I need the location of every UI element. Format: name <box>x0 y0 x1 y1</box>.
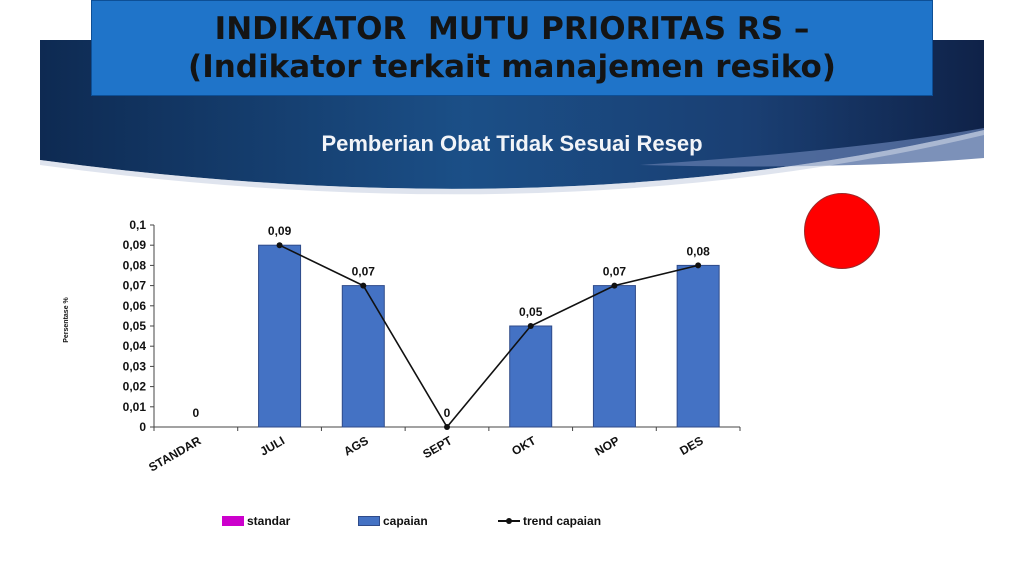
legend-swatch-trend <box>498 516 520 526</box>
y-tick-label: 0,05 <box>123 319 147 333</box>
x-category-standar: STANDAR <box>146 433 203 474</box>
chart-title: Pemberian Obat Tidak Sesuai Resep <box>321 131 703 156</box>
data-label-des: 0,08 <box>686 244 710 258</box>
trend-point <box>276 242 283 249</box>
bar-capaian-juli <box>258 244 302 428</box>
legend-label-standar: standar <box>247 514 291 528</box>
legend-item-trend: trend capaian <box>498 514 601 528</box>
chart-axes <box>153 225 741 431</box>
y-tick-label: 0,1 <box>129 218 146 232</box>
y-tick-label: 0,07 <box>123 279 147 293</box>
bar-capaian-ags <box>341 285 385 428</box>
x-category-juli: JULI <box>258 433 288 458</box>
chart-legend: standar capaian trend capaian <box>0 514 1024 534</box>
x-category-des: DES <box>677 433 705 457</box>
trend-point <box>695 262 702 269</box>
trend-capaian-line <box>279 244 699 429</box>
slide-title-line-1: INDIKATOR MUTU PRIORITAS RS – <box>214 11 810 47</box>
trend-point <box>444 424 450 430</box>
legend-label-capaian: capaian <box>383 514 428 528</box>
legend-item-capaian: capaian <box>358 514 428 528</box>
y-axis-label: Persentase % <box>63 296 70 342</box>
x-axis-categories: STANDAR JULI AGS SEPT OKT NOP DES <box>146 433 705 474</box>
chart-bars <box>258 244 720 428</box>
slide-title-box: INDIKATOR MUTU PRIORITAS RS – (Indikator… <box>91 0 933 96</box>
y-tick-label: 0,02 <box>123 380 147 394</box>
y-tick-label: 0,01 <box>123 400 147 414</box>
legend-swatch-capaian <box>358 516 380 526</box>
x-category-nop: NOP <box>592 433 622 458</box>
legend-label-trend: trend capaian <box>523 514 602 528</box>
y-tick-label: 0,03 <box>123 359 147 373</box>
data-labels: 0 0,09 0,07 0 0,05 0,07 0,08 <box>193 224 711 420</box>
x-category-sept: SEPT <box>420 433 455 461</box>
legend-item-standar: standar <box>222 514 290 528</box>
trend-point <box>611 282 618 289</box>
data-label-nop: 0,07 <box>603 265 627 279</box>
status-indicator-dot <box>804 193 880 269</box>
trend-line <box>276 242 702 430</box>
y-tick-label: 0,04 <box>123 339 147 353</box>
y-tick-label: 0,06 <box>123 299 147 313</box>
y-tick-label: 0,09 <box>123 238 147 252</box>
data-label-standar: 0 <box>193 406 200 420</box>
legend-swatch-standar <box>222 516 244 526</box>
y-tick-label: 0,08 <box>123 258 147 272</box>
bar-capaian-okt <box>509 325 553 428</box>
x-category-ags: AGS <box>341 433 371 458</box>
trend-point <box>527 323 534 329</box>
data-label-juli: 0,09 <box>268 224 292 238</box>
trend-point <box>360 282 367 289</box>
bar-capaian-nop <box>592 285 636 428</box>
data-label-okt: 0,05 <box>519 305 543 319</box>
y-tick-label: 0 <box>139 420 146 434</box>
y-axis-ticks: 0 0,01 0,02 0,03 0,04 0,05 0,06 0,07 0,08 0,09 0,1 <box>123 218 154 434</box>
x-category-okt: OKT <box>509 433 539 458</box>
data-label-ags: 0,07 <box>352 265 376 279</box>
data-label-sept: 0 <box>444 406 451 420</box>
bar-capaian-des <box>676 264 720 428</box>
slide-title-line-2: (Indikator terkait manajemen resiko) <box>188 49 836 85</box>
